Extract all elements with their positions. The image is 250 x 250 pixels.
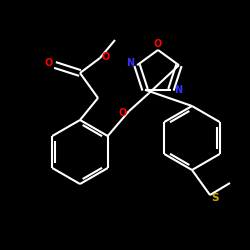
Text: N: N — [126, 58, 134, 68]
Text: O: O — [102, 52, 110, 62]
Text: O: O — [119, 108, 127, 118]
Text: N: N — [174, 85, 182, 95]
Text: S: S — [211, 193, 219, 203]
Text: O: O — [154, 39, 162, 49]
Text: O: O — [45, 58, 53, 68]
